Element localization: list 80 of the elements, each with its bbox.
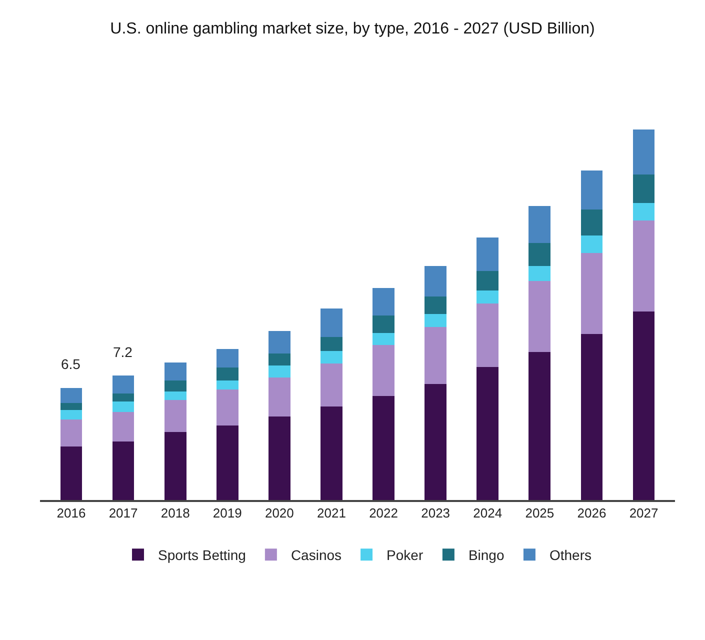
x-tick-label: 2019 bbox=[212, 505, 242, 520]
bar bbox=[216, 348, 238, 368]
bar bbox=[60, 388, 82, 403]
bar bbox=[424, 296, 446, 314]
bar bbox=[372, 345, 394, 396]
bar bbox=[60, 446, 82, 500]
bar bbox=[60, 410, 82, 420]
bar bbox=[528, 352, 551, 500]
x-tick-label: 2018 bbox=[160, 505, 190, 520]
bar bbox=[424, 266, 446, 297]
x-tick-label: 2020 bbox=[264, 505, 294, 520]
bar bbox=[372, 396, 394, 500]
bar bbox=[112, 412, 134, 442]
bar bbox=[320, 308, 342, 337]
bar bbox=[268, 416, 290, 500]
bar bbox=[60, 420, 82, 447]
bar bbox=[320, 406, 342, 500]
bar bbox=[268, 377, 290, 416]
bar bbox=[632, 202, 655, 220]
legend-label: Casinos bbox=[290, 547, 342, 564]
legend-label: Others bbox=[549, 547, 592, 564]
bar bbox=[476, 290, 499, 304]
chart-title: U.S. online gambling market size, by type, 2016 - 2027 (USD Billion) bbox=[110, 20, 595, 38]
bar bbox=[580, 252, 603, 334]
bar bbox=[424, 314, 446, 327]
annotation: 7.2 bbox=[113, 344, 133, 360]
bar bbox=[216, 368, 238, 381]
bar bbox=[320, 351, 342, 364]
bar bbox=[632, 220, 655, 312]
annotation: 6.5 bbox=[61, 356, 81, 372]
x-tick-label: 2026 bbox=[577, 505, 606, 520]
bar bbox=[60, 402, 82, 410]
bar bbox=[528, 281, 551, 352]
x-tick-label: 2017 bbox=[108, 505, 138, 520]
bar bbox=[164, 432, 186, 500]
bar bbox=[632, 130, 655, 175]
bar bbox=[476, 304, 499, 367]
bar bbox=[216, 380, 238, 390]
x-tick-label: 2022 bbox=[369, 505, 398, 520]
legend-label: Poker bbox=[386, 547, 424, 564]
bar bbox=[476, 366, 499, 500]
x-tick-label: 2024 bbox=[473, 505, 502, 520]
bar bbox=[372, 332, 394, 346]
bar bbox=[580, 235, 603, 253]
bar bbox=[268, 331, 290, 354]
bar bbox=[112, 441, 134, 500]
bar bbox=[580, 334, 603, 500]
bar bbox=[580, 170, 603, 210]
x-tick-label: 2023 bbox=[421, 505, 450, 520]
bar bbox=[632, 174, 655, 203]
x-tick-label: 2027 bbox=[629, 505, 658, 520]
bar bbox=[216, 390, 238, 426]
bar bbox=[424, 326, 446, 384]
bar bbox=[112, 401, 134, 412]
bar bbox=[164, 400, 186, 432]
bar bbox=[528, 266, 551, 282]
bar bbox=[112, 376, 134, 394]
bar bbox=[216, 426, 238, 500]
bar bbox=[632, 311, 655, 500]
bar bbox=[528, 242, 551, 266]
bar bbox=[268, 366, 290, 378]
bar bbox=[528, 206, 551, 243]
bar bbox=[268, 354, 290, 366]
bar bbox=[580, 210, 603, 236]
x-tick-label: 2016 bbox=[56, 505, 86, 520]
bar bbox=[372, 288, 394, 316]
bar bbox=[164, 380, 186, 392]
bar bbox=[476, 238, 499, 272]
bar bbox=[164, 362, 186, 381]
legend-label: Sports Betting bbox=[158, 547, 246, 564]
x-tick-label: 2025 bbox=[525, 505, 554, 520]
bar bbox=[372, 315, 394, 333]
bar bbox=[476, 271, 499, 291]
bar bbox=[112, 394, 134, 402]
bar bbox=[164, 391, 186, 400]
bar bbox=[320, 363, 342, 407]
x-tick-label: 2021 bbox=[317, 505, 346, 520]
bar bbox=[320, 336, 342, 352]
bar bbox=[424, 384, 446, 500]
legend-label: Bingo bbox=[468, 547, 504, 564]
